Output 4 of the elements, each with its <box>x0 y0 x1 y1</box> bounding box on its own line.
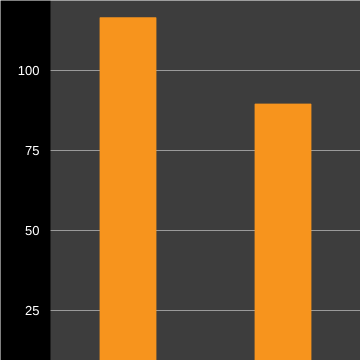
y-tick-label: 100 <box>18 63 40 78</box>
y-tick-label: 75 <box>25 143 40 158</box>
y-tick-label: 25 <box>25 303 40 318</box>
y-tick-label: 50 <box>25 223 40 238</box>
